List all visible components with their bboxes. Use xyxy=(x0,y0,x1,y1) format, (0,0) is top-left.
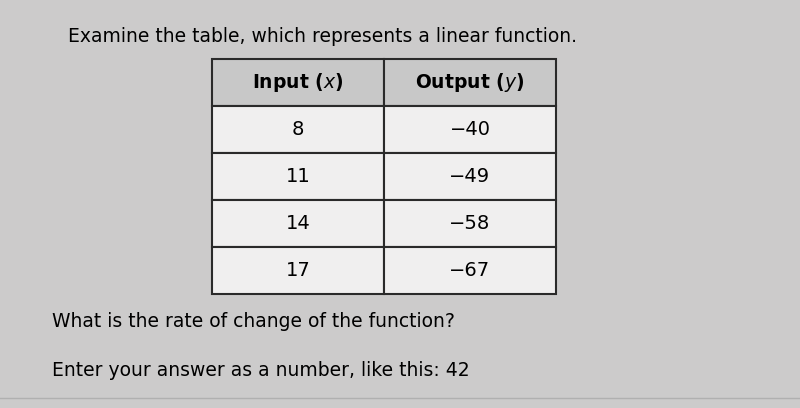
Bar xyxy=(384,153,556,200)
Text: Enter your answer as a number, like this: 42: Enter your answer as a number, like this… xyxy=(52,361,470,380)
Text: What is the rate of change of the function?: What is the rate of change of the functi… xyxy=(52,312,455,331)
Bar xyxy=(212,247,384,294)
Bar xyxy=(384,106,556,153)
Text: Examine the table, which represents a linear function.: Examine the table, which represents a li… xyxy=(68,27,577,46)
Bar xyxy=(384,247,556,294)
Text: Input ($\mathit{x}$): Input ($\mathit{x}$) xyxy=(252,71,344,94)
Text: −49: −49 xyxy=(450,167,490,186)
Text: −67: −67 xyxy=(450,261,490,280)
Text: 17: 17 xyxy=(286,261,310,280)
Text: 8: 8 xyxy=(292,120,304,139)
Bar xyxy=(384,200,556,247)
Text: 11: 11 xyxy=(286,167,310,186)
Text: Output ($\mathit{y}$): Output ($\mathit{y}$) xyxy=(415,71,525,94)
Bar xyxy=(212,200,384,247)
Bar xyxy=(212,153,384,200)
Text: −58: −58 xyxy=(450,214,490,233)
Bar xyxy=(384,59,556,106)
Text: 14: 14 xyxy=(286,214,310,233)
Bar xyxy=(212,59,384,106)
Bar xyxy=(212,106,384,153)
Text: −40: −40 xyxy=(450,120,490,139)
